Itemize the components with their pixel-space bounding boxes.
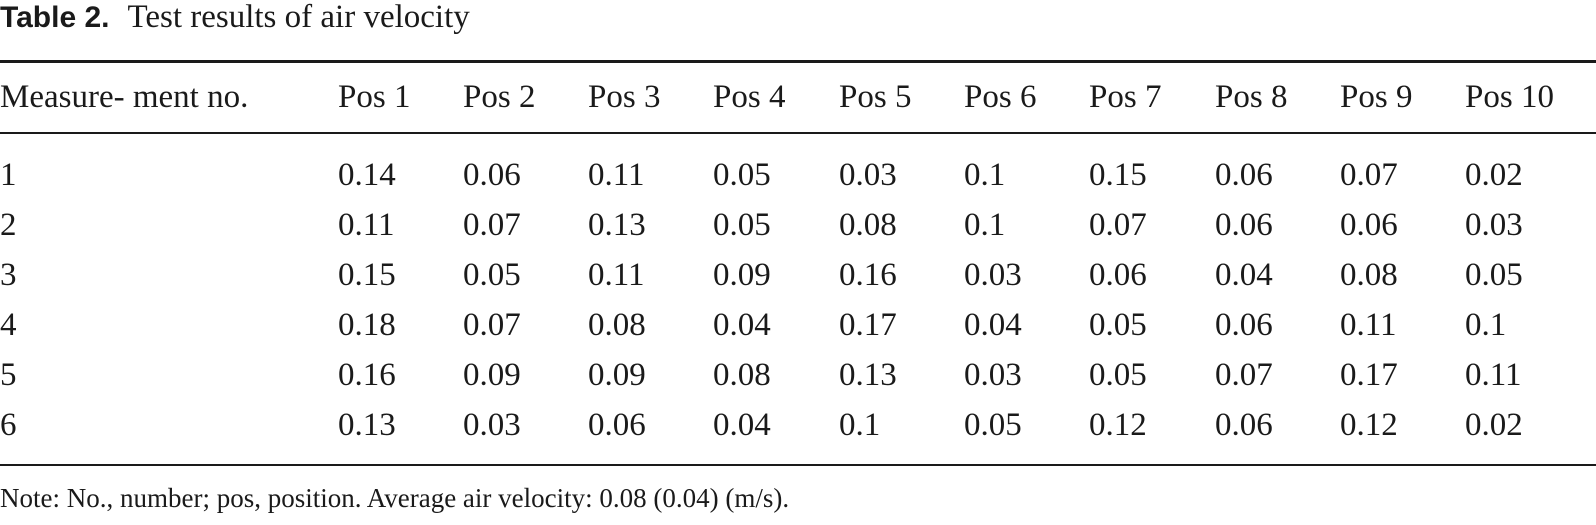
- table-cell: 0.1: [964, 207, 1006, 243]
- table-cell: 0.03: [839, 157, 897, 193]
- header-row: Measure- ment no. Pos 1 Pos 2 Pos 3 Pos …: [0, 63, 1596, 132]
- table-cell: 0.02: [1465, 407, 1523, 443]
- column-header-pos-2: Pos 2: [463, 79, 536, 115]
- table-cell: 0.1: [1465, 307, 1507, 343]
- table-cell: 0.17: [1340, 357, 1398, 393]
- table-cell: 0.05: [713, 207, 771, 243]
- table-cell: 0.05: [1465, 257, 1523, 293]
- table-cell: 0.05: [964, 407, 1022, 443]
- table-note: Note: No., number; pos, position. Averag…: [0, 483, 790, 513]
- table-cell: 2: [0, 207, 17, 243]
- table-cell: 0.12: [1340, 407, 1398, 443]
- table-cell: 0.06: [1340, 207, 1398, 243]
- column-header-measurement-no: Measure- ment no.: [0, 79, 249, 115]
- table-cell: 0.09: [713, 257, 771, 293]
- bottom-rule: [0, 464, 1596, 466]
- table-cell: 0.13: [338, 407, 396, 443]
- table-cell: 0.18: [338, 307, 396, 343]
- table-cell: 0.06: [463, 157, 521, 193]
- table-cell: 0.05: [1089, 307, 1147, 343]
- column-header-pos-1: Pos 1: [338, 79, 411, 115]
- table-cell: 0.03: [964, 357, 1022, 393]
- column-header-pos-7: Pos 7: [1089, 79, 1162, 115]
- air-velocity-table: Measure- ment no. Pos 1 Pos 2 Pos 3 Pos …: [0, 63, 1596, 450]
- table-cell: 0.09: [463, 357, 521, 393]
- top-rule: [0, 60, 1596, 63]
- table-cell: 0.06: [1089, 257, 1147, 293]
- table-cell: 0.08: [588, 307, 646, 343]
- table-cell: 5: [0, 357, 17, 393]
- table-cell: 0.11: [588, 157, 645, 193]
- table-row: 6 0.13 0.03 0.06 0.04 0.1 0.05 0.12 0.06…: [0, 400, 1596, 450]
- table-cell: 0.06: [1215, 157, 1273, 193]
- table-row: 2 0.11 0.07 0.13 0.05 0.08 0.1 0.07 0.06…: [0, 200, 1596, 250]
- table-cell: 0.17: [839, 307, 897, 343]
- column-header-pos-3: Pos 3: [588, 79, 661, 115]
- table-cell: 0.11: [588, 257, 645, 293]
- table-cell: 0.16: [338, 357, 396, 393]
- table-cell: 0.07: [1089, 207, 1147, 243]
- table-cell: 0.05: [1089, 357, 1147, 393]
- table-cell: 0.08: [1340, 257, 1398, 293]
- table-cell: 0.11: [1340, 307, 1397, 343]
- column-header-pos-8: Pos 8: [1215, 79, 1288, 115]
- table-row: 3 0.15 0.05 0.11 0.09 0.16 0.03 0.06 0.0…: [0, 250, 1596, 300]
- column-header-pos-6: Pos 6: [964, 79, 1037, 115]
- column-header-pos-5: Pos 5: [839, 79, 912, 115]
- table-cell: 0.1: [839, 407, 881, 443]
- table-cell: 1: [0, 157, 17, 193]
- table-cell: 0.07: [463, 307, 521, 343]
- column-header-pos-10: Pos 10: [1465, 79, 1554, 115]
- table-cell: 0.06: [588, 407, 646, 443]
- table-cell: 0.05: [463, 257, 521, 293]
- table-title: Test results of air velocity: [127, 0, 470, 35]
- table-caption: Table 2. Test results of air velocity: [0, 0, 470, 36]
- table-cell: 0.15: [1089, 157, 1147, 193]
- table-cell: 0.13: [839, 357, 897, 393]
- table-cell: 0.14: [338, 157, 396, 193]
- table-cell: 3: [0, 257, 17, 293]
- table-cell: 0.06: [1215, 307, 1273, 343]
- table-label: Table 2.: [0, 1, 110, 34]
- table-cell: 0.15: [338, 257, 396, 293]
- table-row: 4 0.18 0.07 0.08 0.04 0.17 0.04 0.05 0.0…: [0, 300, 1596, 350]
- table-cell: 0.09: [588, 357, 646, 393]
- table-row: 1 0.14 0.06 0.11 0.05 0.03 0.1 0.15 0.06…: [0, 132, 1596, 200]
- table-cell: 0.1: [964, 157, 1006, 193]
- table-cell: 0.07: [463, 207, 521, 243]
- table-cell: 0.03: [1465, 207, 1523, 243]
- table-cell: 0.03: [964, 257, 1022, 293]
- table-cell: 0.16: [839, 257, 897, 293]
- table-cell: 0.03: [463, 407, 521, 443]
- table-cell: 0.04: [964, 307, 1022, 343]
- header-rule: [0, 132, 1596, 134]
- table-cell: 0.08: [839, 207, 897, 243]
- table-cell: 0.13: [588, 207, 646, 243]
- table-cell: 0.02: [1465, 157, 1523, 193]
- table-cell: 0.06: [1215, 407, 1273, 443]
- table-cell: 0.07: [1215, 357, 1273, 393]
- column-header-pos-4: Pos 4: [713, 79, 786, 115]
- table-cell: 0.05: [713, 157, 771, 193]
- table-cell: 6: [0, 407, 17, 443]
- table-cell: 0.04: [713, 407, 771, 443]
- table-cell: 4: [0, 307, 17, 343]
- table-cell: 0.04: [1215, 257, 1273, 293]
- table-cell: 0.06: [1215, 207, 1273, 243]
- table-cell: 0.04: [713, 307, 771, 343]
- column-header-pos-9: Pos 9: [1340, 79, 1413, 115]
- table-cell: 0.07: [1340, 157, 1398, 193]
- table-cell: 0.11: [1465, 357, 1522, 393]
- table-cell: 0.12: [1089, 407, 1147, 443]
- table-row: 5 0.16 0.09 0.09 0.08 0.13 0.03 0.05 0.0…: [0, 350, 1596, 400]
- table-cell: 0.08: [713, 357, 771, 393]
- table-cell: 0.11: [338, 207, 395, 243]
